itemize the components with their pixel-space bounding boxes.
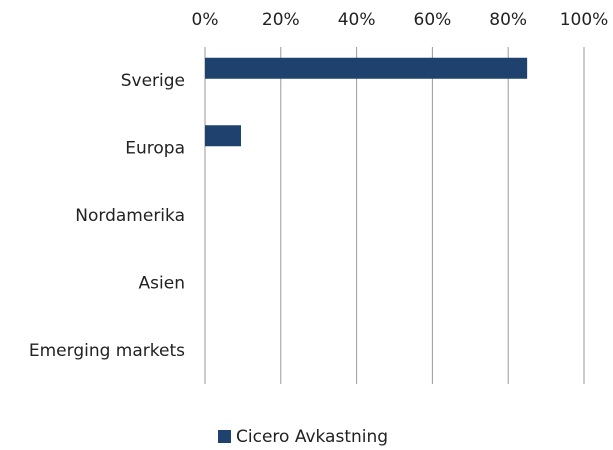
y-tick-label: Emerging markets <box>29 341 185 361</box>
bar <box>205 125 242 147</box>
y-tick-label: Nordamerika <box>75 206 185 226</box>
bar <box>205 57 528 79</box>
x-tick-label: 80% <box>489 10 527 30</box>
x-tick-label: 40% <box>338 10 376 30</box>
y-tick-label: Asien <box>139 273 185 293</box>
x-tick-label: 0% <box>192 10 219 30</box>
y-tick-label: Europa <box>125 138 185 158</box>
y-tick-label: Sverige <box>121 71 185 91</box>
legend-swatch <box>218 430 231 443</box>
x-tick-label: 100% <box>560 10 609 30</box>
x-tick-label: 20% <box>262 10 300 30</box>
legend-label: Cicero Avkastning <box>236 427 388 447</box>
x-tick-label: 60% <box>414 10 452 30</box>
